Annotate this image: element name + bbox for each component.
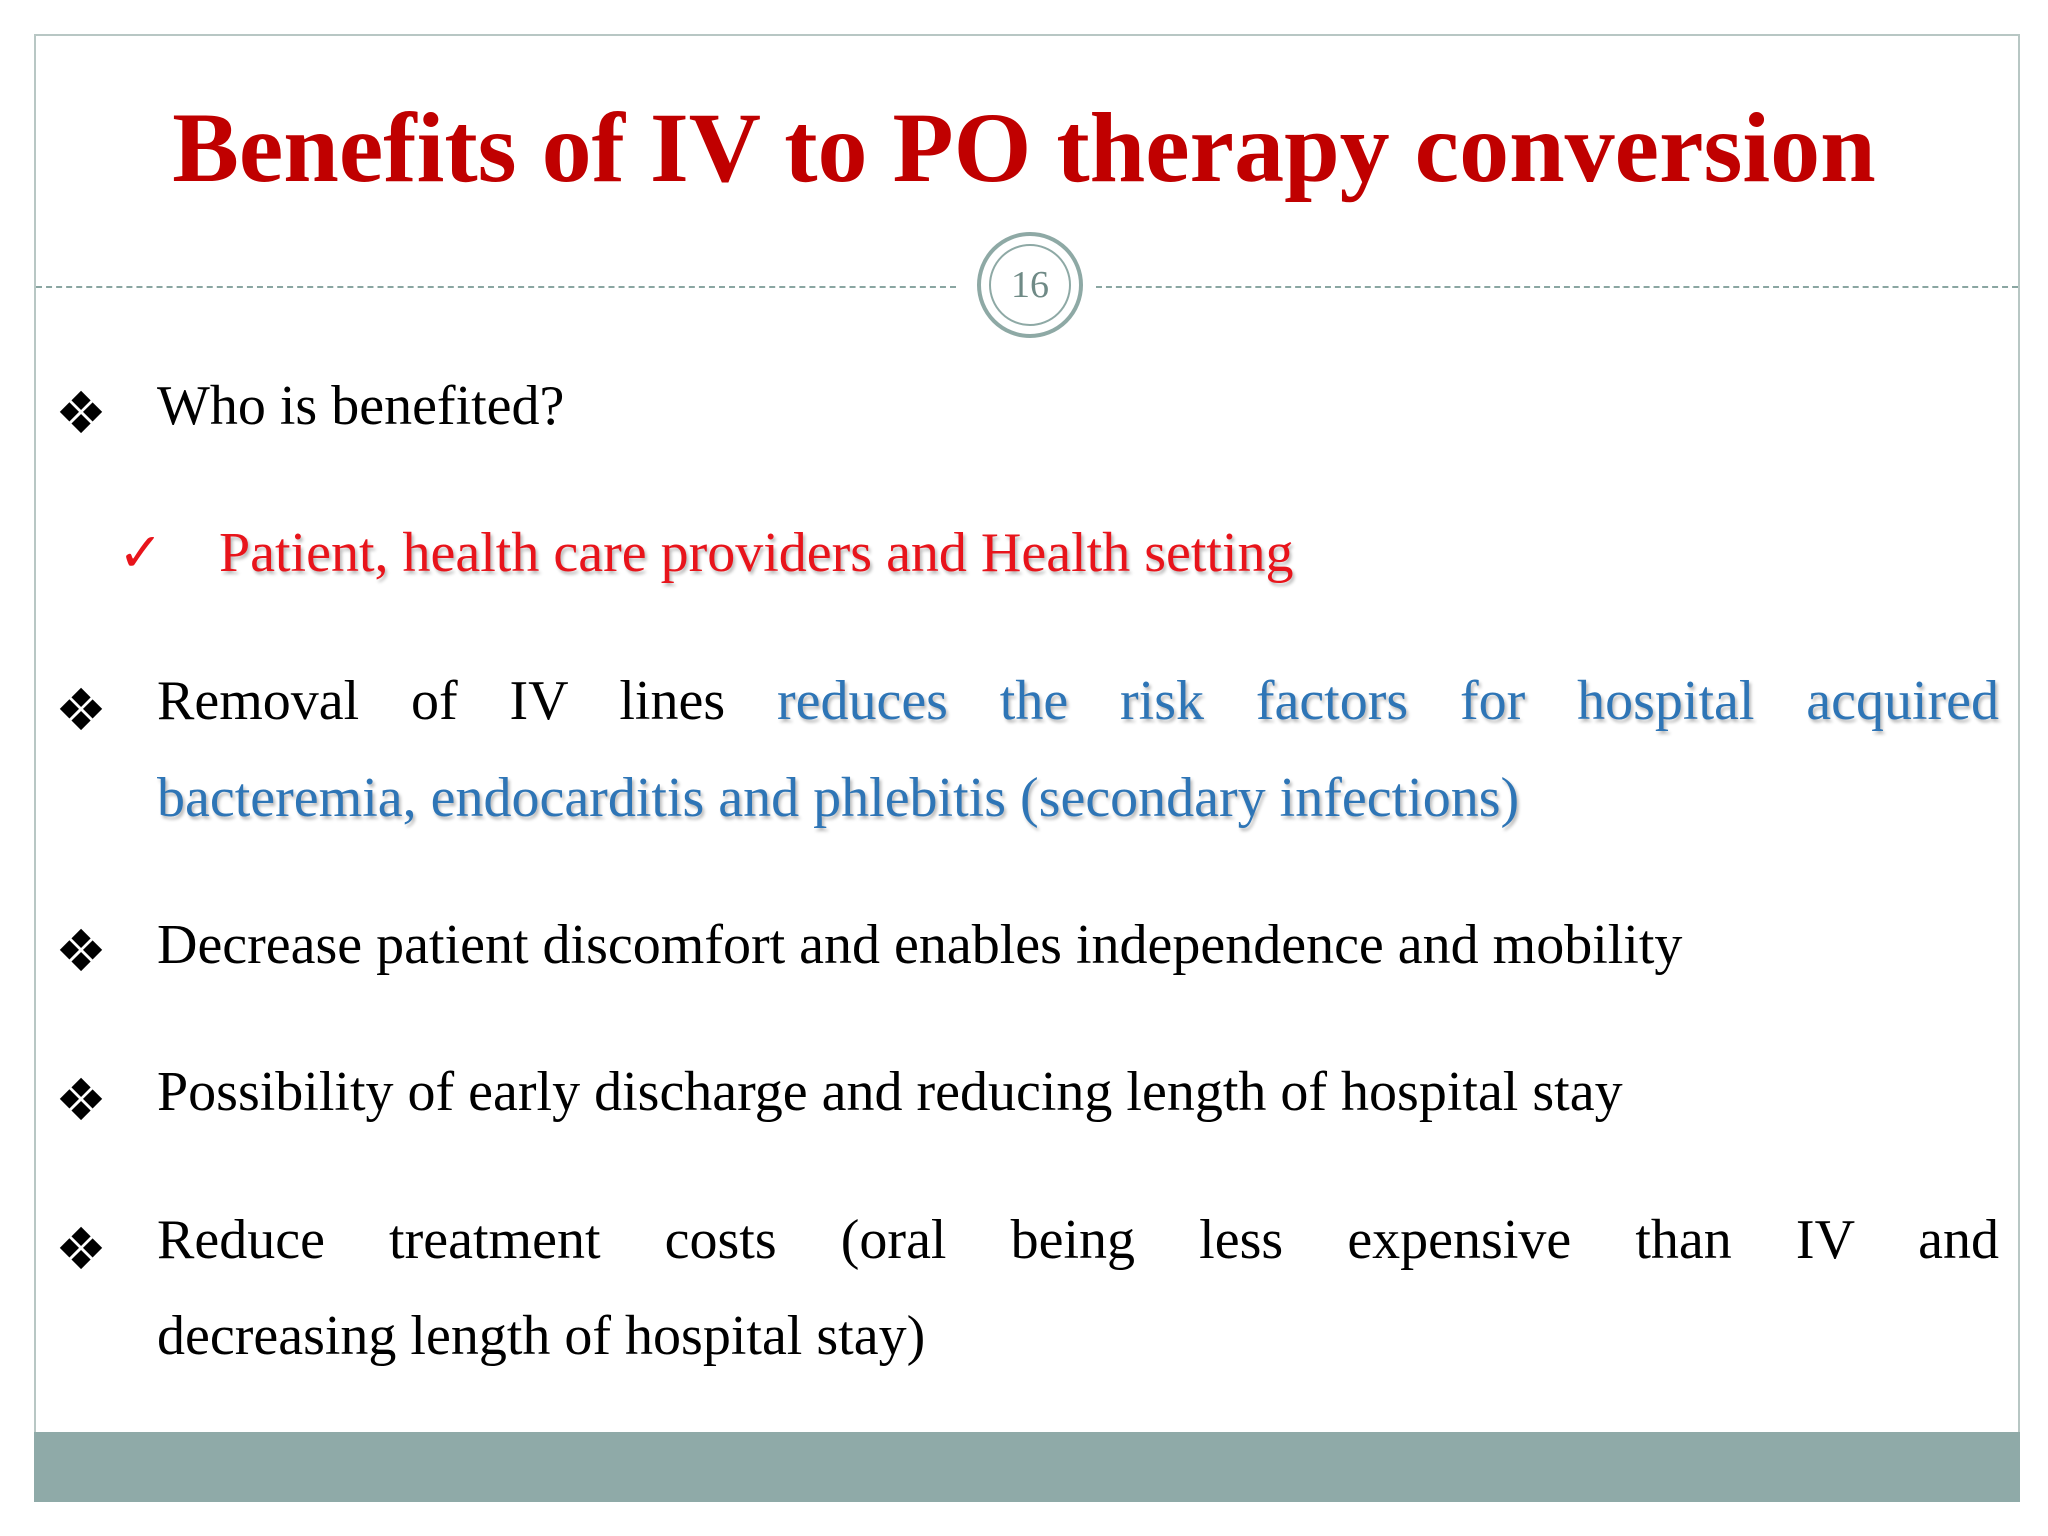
bullet-discomfort: Decrease patient discomfort and enables … <box>157 914 1683 976</box>
bullet-removal-line1: Removal of IV lines reduces the risk fac… <box>157 673 1999 729</box>
bullet-removal-line2: bacteremia, endocarditis and phlebitis (… <box>157 767 1520 829</box>
header-divider-right <box>1096 286 2018 288</box>
bullet-diamond-icon: ❖ <box>55 379 107 447</box>
footer-bar <box>34 1432 2020 1502</box>
header-divider-left <box>36 286 956 288</box>
page-number-badge: 16 <box>977 232 1083 338</box>
removal-plain-text: Removal of IV lines <box>157 670 726 732</box>
bullet-discharge: Possibility of early discharge and reduc… <box>157 1061 1623 1123</box>
bullet-diamond-icon: ❖ <box>55 676 107 744</box>
page-number: 16 <box>989 244 1071 326</box>
bullet-diamond-icon: ❖ <box>55 1066 107 1134</box>
sub-bullet-beneficiaries: Patient, health care providers and Healt… <box>219 522 1294 584</box>
bullet-diamond-icon: ❖ <box>55 917 107 985</box>
bullet-costs-line2: decreasing length of hospital stay) <box>157 1305 926 1367</box>
slide-title: Benefits of IV to PO therapy conversion <box>172 92 1876 203</box>
checkmark-icon: ✓ <box>118 521 164 584</box>
bullet-who-benefited: Who is benefited? <box>157 375 565 437</box>
removal-highlight-text: reduces the risk factors for hospital ac… <box>776 670 2000 732</box>
bullet-diamond-icon: ❖ <box>55 1215 107 1283</box>
bullet-costs-line1: Reduce treatment costs (oral being less … <box>157 1209 1999 1271</box>
